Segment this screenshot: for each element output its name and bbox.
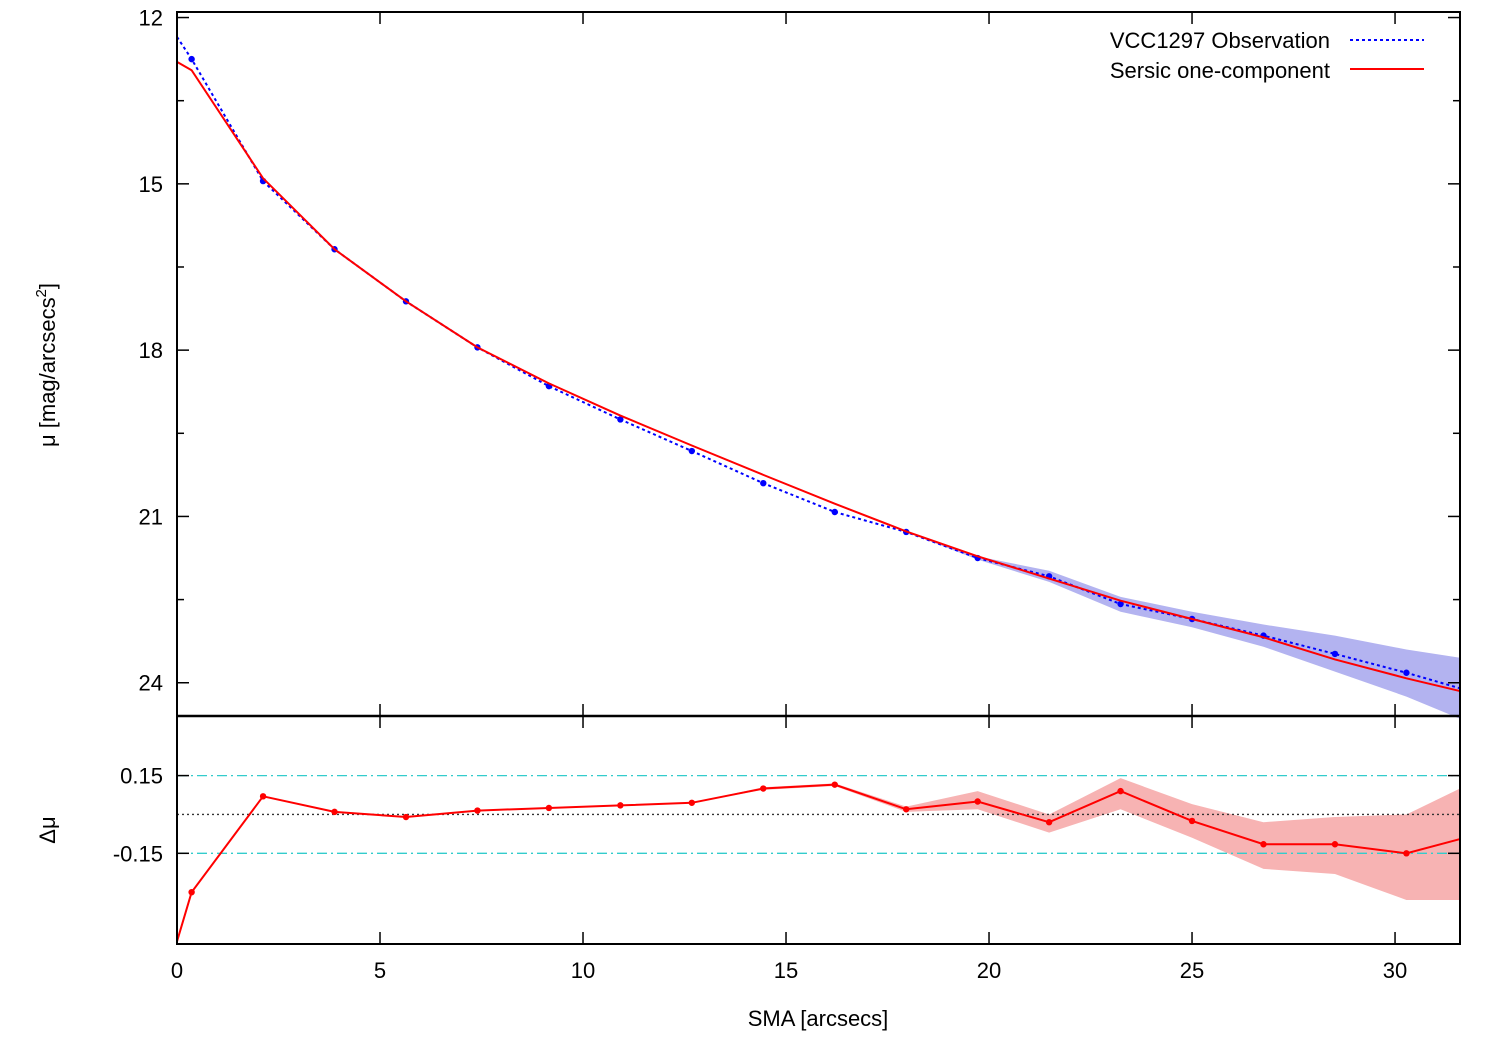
residual-point	[259, 793, 267, 800]
residual-point	[617, 802, 624, 809]
x-tick-label: 30	[1383, 958, 1407, 983]
residual-point	[331, 808, 338, 816]
bottom-panel	[176, 774, 1461, 942]
y-axis-title-close: ]	[35, 283, 60, 289]
legend: VCC1297 Observation Sersic one-component	[1110, 28, 1424, 83]
y-tick-label-top: 12	[139, 6, 163, 31]
residual-point	[1045, 819, 1053, 826]
y-axis-title-superscript: 2	[33, 289, 50, 297]
residual-point	[474, 807, 481, 814]
residual-point	[1117, 787, 1124, 795]
residual-point	[688, 799, 696, 806]
x-tick-label: 5	[374, 958, 386, 983]
y-tick-label-top: 21	[139, 504, 163, 529]
residual-point	[1403, 850, 1410, 857]
residual-point	[402, 813, 410, 821]
residual-point	[188, 888, 195, 896]
residual-point	[545, 804, 553, 812]
observation-point	[760, 479, 767, 487]
residual-point	[1188, 817, 1196, 825]
y-axis-title-bottom: Δμ	[35, 816, 60, 843]
legend-label-sersic: Sersic one-component	[1110, 58, 1330, 83]
residual-error-band	[177, 778, 1460, 942]
x-tick-label: 10	[571, 958, 595, 983]
observation-point	[1117, 600, 1124, 608]
y-tick-label-bottom: -0.15	[113, 841, 163, 866]
y-axis-title-text: μ [mag/arcsecs	[35, 297, 60, 447]
residual-point	[760, 785, 767, 792]
residual-point	[1260, 841, 1267, 848]
axes-frames: 12 15 18 21 24 0.15 -0.15 0 5 10 15 20 25 30	[113, 6, 1461, 983]
legend-label-observation: VCC1297 Observation	[1110, 28, 1330, 53]
residual-point	[902, 806, 910, 813]
residual-point	[1331, 841, 1339, 848]
x-tick-label: 20	[977, 958, 1001, 983]
observation-error-band	[191, 59, 1460, 719]
x-tick-label: 0	[171, 958, 183, 983]
observation-point	[831, 508, 838, 516]
y-tick-label-top: 24	[139, 671, 163, 696]
x-tick-label: 25	[1180, 958, 1204, 983]
top-panel	[176, 36, 1461, 719]
observation-point	[188, 55, 195, 63]
residual-line	[176, 783, 1461, 942]
x-axis-title: SMA [arcsecs]	[748, 1006, 889, 1031]
y-tick-label-bottom: 0.15	[120, 764, 163, 789]
y-axis-title-top: μ [mag/arcsecs2]	[33, 283, 60, 447]
observation-point	[617, 416, 624, 423]
y-tick-label-top: 18	[139, 338, 163, 363]
y-tick-label-top: 15	[139, 172, 163, 197]
observation-point	[1403, 669, 1410, 676]
residual-point	[831, 781, 838, 788]
observation-point	[1331, 650, 1339, 658]
sersic-model-line	[176, 61, 1461, 693]
observation-point	[688, 447, 696, 455]
plot-frame	[176, 11, 1461, 945]
x-tick-label: 15	[774, 958, 798, 983]
residual-point	[974, 798, 981, 805]
observation-line	[176, 36, 1461, 690]
